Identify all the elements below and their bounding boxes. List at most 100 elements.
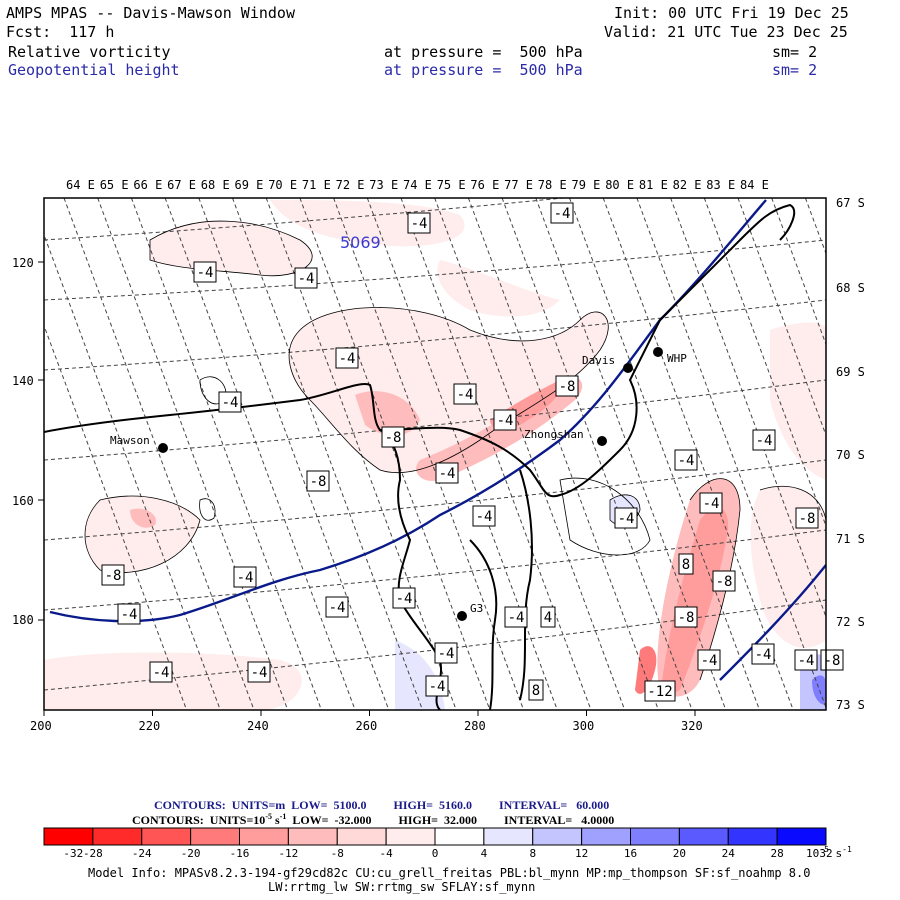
- longitude-label: 73 E: [369, 178, 398, 192]
- contour-label: -8: [101, 564, 125, 586]
- station-label: Zhongshan: [524, 428, 584, 441]
- color-scale-units: 10-5 s-1: [806, 845, 852, 860]
- color-scale-label: 0: [432, 847, 439, 860]
- contour-label: -4: [435, 462, 459, 484]
- y-tick-labels: 120 140 160 180: [12, 256, 34, 627]
- contour-label: 8: [678, 553, 694, 575]
- svg-text:-8: -8: [385, 430, 402, 446]
- longitude-label: 69 E: [235, 178, 264, 192]
- color-scale-cell: [727, 827, 778, 846]
- color-scale-cell: [190, 827, 240, 846]
- color-scale-cell: [287, 827, 338, 846]
- svg-text:-4: -4: [339, 351, 356, 367]
- svg-text:8: 8: [532, 683, 540, 699]
- svg-text:-4: -4: [411, 216, 428, 232]
- color-scale-cell: [239, 827, 289, 846]
- contour-label: -4: [453, 383, 477, 405]
- vorticity-shading: [44, 200, 826, 710]
- longitude-label: 71 E: [302, 178, 331, 192]
- color-scale-label: -20: [181, 847, 201, 860]
- svg-text:-8: -8: [310, 474, 327, 490]
- contour-label: -4: [699, 492, 723, 514]
- color-scale-label: -16: [230, 847, 250, 860]
- svg-text:-4: -4: [476, 509, 493, 525]
- svg-text:-8: -8: [559, 379, 576, 395]
- longitude-label: 67 E: [167, 178, 196, 192]
- contour-label: -4: [614, 507, 638, 529]
- svg-text:-4: -4: [197, 265, 214, 281]
- svg-text:-4: -4: [251, 665, 268, 681]
- x-tick-label: 320: [681, 719, 703, 733]
- color-scale-cell: [532, 827, 583, 846]
- x-tick-label: 280: [464, 719, 486, 733]
- longitude-label: 68 E: [201, 178, 230, 192]
- svg-text:-8: -8: [799, 511, 816, 527]
- contour-label: -4: [335, 347, 359, 369]
- contour-label: -4: [697, 649, 721, 671]
- svg-text:-4: -4: [329, 600, 346, 616]
- color-scale-label: 24: [722, 847, 736, 860]
- longitude-label: 80 E: [605, 178, 634, 192]
- svg-text:-4: -4: [396, 591, 413, 607]
- station-label: Mawson: [110, 434, 150, 447]
- contour-label: -4: [425, 675, 449, 697]
- forecast-hour: Fcst: 117 h: [6, 23, 115, 41]
- coastline: [44, 203, 796, 710]
- svg-text:-4: -4: [121, 607, 138, 623]
- svg-text:-4: -4: [678, 453, 695, 469]
- station-marker: [597, 436, 607, 446]
- svg-text:-8: -8: [716, 574, 733, 590]
- longitude-label: 77 E: [504, 178, 533, 192]
- contour-label: -4: [751, 643, 775, 665]
- field-height-level: at pressure = 500 hPa: [384, 61, 583, 79]
- color-scale-cell: [630, 827, 680, 846]
- contour-labels: -4 -4 -4 -4 -4 -4 -4 -8 -4 -8 -4 -8 -4 -4 -4 -4 -8 8 -8 -4 -…: [101, 202, 844, 702]
- color-scale-label: -12: [278, 847, 298, 860]
- longitude-label: 65 E: [100, 178, 129, 192]
- color-scale-cell: [336, 827, 387, 846]
- svg-text:-4: -4: [701, 653, 718, 669]
- height-contour-info: CONTOURS: UNITS=m LOW= 5100.0 HIGH= 5160…: [154, 798, 610, 812]
- svg-text:-4: -4: [618, 511, 635, 527]
- latitude-label: 72 S: [836, 615, 865, 629]
- contour-label: -4: [294, 267, 318, 289]
- latitude-label: 73 S: [836, 698, 865, 712]
- svg-text:4: 4: [544, 610, 552, 626]
- x-tick-label: 300: [573, 719, 595, 733]
- contour-label: -4: [550, 202, 574, 224]
- latitude-labels: 67 S 68 S 69 S 70 S 71 S 72 S 73 S: [836, 196, 865, 712]
- color-scale-label: -28: [83, 847, 103, 860]
- contour-label: -4: [407, 212, 431, 234]
- valid-time: Valid: 21 UTC Tue 23 Dec 25: [604, 23, 848, 41]
- longitude-label: 70 E: [268, 178, 297, 192]
- field-vorticity-level: at pressure = 500 hPa: [384, 43, 583, 61]
- x-tick-label: 220: [139, 719, 161, 733]
- contour-label: -4: [674, 449, 698, 471]
- color-scale-label: -32: [63, 847, 83, 860]
- y-tick-label: 160: [12, 494, 34, 508]
- contour-label: -4: [247, 661, 271, 683]
- contour-label: -12: [644, 680, 676, 702]
- contour-label: -8: [555, 375, 579, 397]
- field-vorticity-smoothing: sm= 2: [772, 43, 818, 61]
- contour-label: -4: [504, 606, 528, 628]
- longitude-label: 74 E: [403, 178, 432, 192]
- height-contour-label: 5069: [340, 233, 381, 252]
- longitude-label: 66 E: [133, 178, 162, 192]
- color-scale-label: 32: [819, 847, 832, 860]
- station-marker: [653, 347, 663, 357]
- svg-text:-4: -4: [497, 413, 514, 429]
- color-scale-cell: [776, 827, 827, 846]
- svg-text:8: 8: [682, 557, 690, 573]
- contour-label: -4: [233, 566, 257, 588]
- color-scale-cell: [678, 827, 729, 846]
- longitude-label: 82 E: [673, 178, 702, 192]
- contour-label: -4: [218, 391, 242, 413]
- field-height-smoothing: sm= 2: [772, 61, 818, 79]
- station-marker: [158, 443, 168, 453]
- latitude-label: 67 S: [836, 196, 865, 210]
- graticule: [44, 198, 826, 710]
- contour-label: -4: [434, 642, 458, 664]
- color-scale-cell: [483, 827, 534, 846]
